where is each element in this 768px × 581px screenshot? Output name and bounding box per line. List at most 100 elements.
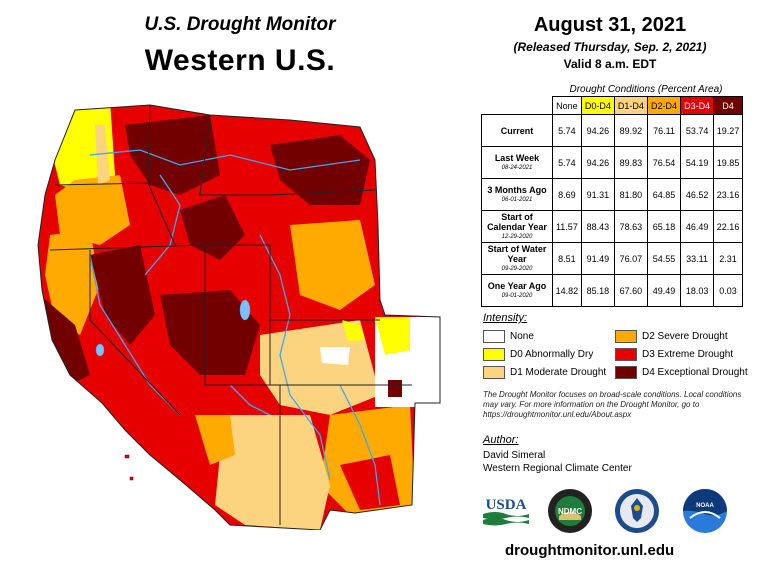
- table-header-row: None D0-D4 D1-D4 D2-D4 D3-D4 D4: [481, 96, 743, 115]
- legend-swatch: [615, 329, 637, 343]
- release-date: (Released Thursday, Sep. 2, 2021): [513, 40, 707, 54]
- column-header: D3-D4: [680, 96, 715, 115]
- table-cell: 65.18: [646, 210, 682, 243]
- legend-swatch: [615, 365, 637, 379]
- row-date: 08-24-2021: [501, 164, 533, 171]
- column-header: D2-D4: [646, 96, 682, 115]
- table-cell: 91.31: [580, 178, 615, 211]
- valid-time: Valid 8 a.m. EDT: [563, 57, 657, 71]
- table-cell: 53.74: [680, 114, 715, 147]
- legend-swatch: [615, 347, 637, 361]
- column-header: None: [552, 96, 582, 115]
- row-label-text: 3 Months Ago: [487, 184, 547, 195]
- table-row: 3 Months Ago 06-01-2021 8.69 91.31 81.80 …: [481, 178, 743, 211]
- table-cell: 5.74: [552, 146, 582, 179]
- legend-item-d3: D3 Extreme Drought: [615, 347, 733, 361]
- row-label-text: One Year Ago: [487, 280, 547, 291]
- legend-item-none: None: [483, 329, 534, 343]
- table-cell: 46.49: [680, 210, 715, 243]
- table-cell: 76.11: [646, 114, 682, 147]
- table-cell: 46.52: [680, 178, 715, 211]
- column-header: D0-D4: [580, 96, 615, 115]
- drought-stats-table: None D0-D4 D1-D4 D2-D4 D3-D4 D4 Current …: [481, 96, 743, 307]
- rivers: [89, 149, 381, 506]
- row-label: Start of Calendar Year 12-29-2020: [481, 210, 553, 243]
- noaa-logo-text: NOAA: [696, 503, 714, 509]
- table-cell: 33.11: [680, 242, 715, 275]
- table-corner: [481, 96, 553, 115]
- legend-label: D4 Exceptional Drought: [642, 366, 748, 378]
- row-date: 06-01-2021: [501, 196, 533, 203]
- legend-label: D0 Abnormally Dry: [510, 348, 594, 360]
- row-date: 09-01-2020: [501, 292, 533, 299]
- usda-logo: USDA: [483, 497, 529, 526]
- row-label: Start of Water Year 09-29-2020: [481, 242, 553, 275]
- table-row: Start of Calendar Year 12-29-2020 11.57 8…: [481, 210, 743, 243]
- row-label: Current: [481, 114, 553, 147]
- legend-label: None: [510, 330, 534, 342]
- table-row: One Year Ago 09-01-2020 14.82 85.18 67.60…: [481, 274, 743, 307]
- date-block: August 31, 2021 (Released Thursday, Sep.…: [480, 14, 740, 71]
- table-cell: 81.80: [613, 178, 648, 211]
- table-cell: 91.49: [580, 242, 615, 275]
- table-caption: Drought Conditions (Percent Area): [569, 84, 723, 95]
- row-date: 09-29-2020: [501, 265, 533, 272]
- table-cell: 88.43: [580, 210, 615, 243]
- table-cell: 54.55: [646, 242, 682, 275]
- row-label: Last Week 08-24-2021: [481, 146, 553, 179]
- row-label: One Year Ago 09-01-2020: [481, 274, 553, 307]
- title-block: U.S. Drought Monitor Western U.S.: [130, 14, 350, 78]
- row-label-text: Start of Water Year: [487, 243, 547, 264]
- islands: [124, 454, 134, 481]
- row-label-text: Last Week: [494, 152, 540, 163]
- region-title: Western U.S.: [144, 44, 336, 77]
- legend-title: Intensity:: [483, 312, 528, 324]
- table-cell: 14.82: [552, 274, 582, 307]
- column-header: D1-D4: [613, 96, 648, 115]
- table-cell: 8.69: [552, 178, 582, 211]
- table-cell: 11.57: [552, 210, 582, 243]
- ndmc-logo-text: NDMC: [558, 507, 582, 516]
- table-cell: 89.83: [613, 146, 648, 179]
- table-row: Last Week 08-24-2021 5.74 94.26 89.83 76.…: [481, 146, 743, 179]
- legend-item-d2: D2 Severe Drought: [615, 329, 728, 343]
- legend-label: D1 Moderate Drought: [510, 366, 607, 378]
- table-cell: 0.03: [713, 274, 743, 307]
- table-row: Current 5.74 94.26 89.92 76.11 53.74 19.…: [481, 114, 743, 147]
- author-title: Author:: [483, 434, 519, 446]
- table-cell: 94.26: [580, 114, 615, 147]
- row-label: 3 Months Ago 06-01-2021: [481, 178, 553, 211]
- author-org: Western Regional Climate Center: [483, 463, 632, 474]
- table-row: Start of Water Year 09-29-2020 8.51 91.49…: [481, 242, 743, 275]
- table-cell: 89.92: [613, 114, 648, 147]
- table-cell: 2.31: [713, 242, 743, 275]
- table-cell: 19.85: [713, 146, 743, 179]
- table-cell: 49.49: [646, 274, 682, 307]
- table-cell: 94.26: [580, 146, 615, 179]
- table-cell: 18.03: [680, 274, 715, 307]
- table-cell: 76.07: [613, 242, 648, 275]
- row-label-text: Start of Calendar Year: [487, 211, 547, 232]
- row-label-text: Current: [500, 125, 534, 136]
- ndmc-logo: NDMC: [548, 489, 592, 533]
- table-cell: 19.27: [713, 114, 743, 147]
- drought-map: [37, 104, 441, 530]
- table-cell: 78.63: [613, 210, 648, 243]
- table-cell: 85.18: [580, 274, 615, 307]
- legend-item-d4: D4 Exceptional Drought: [615, 365, 748, 379]
- usda-logo-text: USDA: [486, 497, 527, 513]
- legend-label: D3 Extreme Drought: [642, 348, 734, 360]
- noaa-logo: NOAA: [683, 489, 727, 533]
- table-cell: 5.74: [552, 114, 582, 147]
- program-title: U.S. Drought Monitor: [144, 14, 336, 35]
- legend-swatch: [483, 347, 505, 361]
- table-cell: 67.60: [613, 274, 648, 307]
- commerce-seal: [615, 489, 659, 533]
- legend-item-d0: D0 Abnormally Dry: [483, 347, 593, 361]
- table-cell: 22.16: [713, 210, 743, 243]
- column-header: D4: [713, 96, 743, 115]
- website-url: droughtmonitor.unl.edu: [505, 542, 675, 559]
- drought-regions: [38, 105, 440, 530]
- state-borders: [37, 104, 441, 530]
- table-cell: 54.19: [680, 146, 715, 179]
